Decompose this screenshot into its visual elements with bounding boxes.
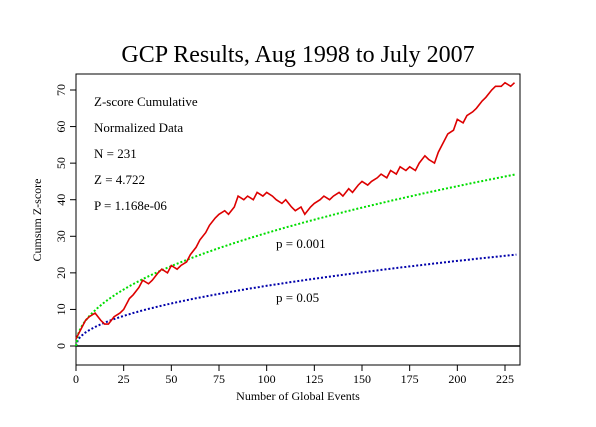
x-tick-label: 25: [118, 372, 130, 386]
x-tick-label: 100: [258, 372, 276, 386]
y-tick-label: 30: [54, 230, 68, 242]
y-axis: 0 10 20 30 40 50 60 70: [54, 84, 76, 349]
annotation-line: Z-score Cumulative: [94, 94, 198, 109]
stats-annotation: Z-score Cumulative Normalized Data N = 2…: [94, 94, 198, 213]
x-tick-label: 175: [401, 372, 419, 386]
x-axis-title: Number of Global Events: [236, 389, 360, 403]
series-line-cumsum: [75, 81, 516, 340]
plot-frame: [75, 73, 521, 366]
y-tick-label: 0: [54, 343, 68, 349]
x-tick-label: 125: [305, 372, 323, 386]
y-tick-label: 70: [54, 84, 68, 96]
annotation-line: P = 1.168e-06: [94, 198, 167, 213]
y-tick-label: 10: [54, 303, 68, 315]
x-tick-label: 150: [353, 372, 371, 386]
series-line-p005: [75, 253, 517, 347]
x-tick-label: 0: [73, 372, 79, 386]
x-tick-label: 200: [448, 372, 466, 386]
y-axis-title: Cumsum Z-score: [30, 179, 44, 262]
series-layer: [75, 81, 520, 347]
series-line-p001: [75, 173, 517, 347]
annotation-line: N = 231: [94, 146, 137, 161]
annotation-line: Z = 4.722: [94, 172, 145, 187]
x-axis: 0 25 50 75 100 125 150 175 200 225: [73, 365, 514, 386]
x-tick-label: 75: [213, 372, 225, 386]
y-tick-label: 60: [54, 121, 68, 133]
chart-title: GCP Results, Aug 1998 to July 2007: [121, 42, 474, 68]
reference-label-p005: p = 0.05: [276, 290, 319, 305]
x-tick-label: 50: [165, 372, 177, 386]
y-tick-label: 20: [54, 267, 68, 279]
y-tick-label: 50: [54, 157, 68, 169]
y-tick-label: 40: [54, 194, 68, 206]
annotation-line: Normalized Data: [94, 120, 183, 135]
reference-label-p001: p = 0.001: [276, 236, 326, 251]
x-tick-label: 225: [496, 372, 514, 386]
